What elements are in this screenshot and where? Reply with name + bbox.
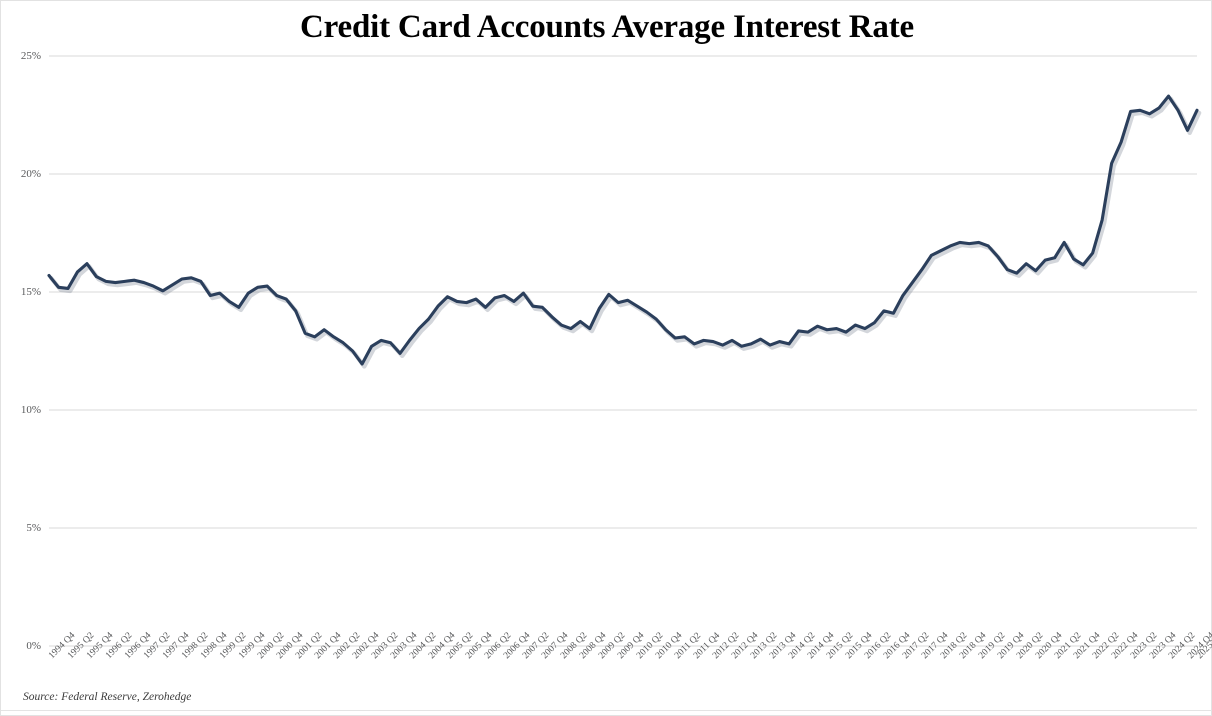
y-axis-tick-label: 15%: [20, 286, 41, 298]
source-note: Source: Federal Reserve, Zerohedge: [23, 691, 192, 703]
series-group: [47, 94, 1202, 369]
gridline-group: [49, 55, 1197, 647]
page-title: Credit Card Accounts Average Interest Ra…: [300, 9, 914, 45]
bottom-divider: [1, 710, 1212, 711]
series-line-shadow: [49, 96, 1202, 369]
y-axis-tick-label: 20%: [20, 168, 41, 180]
series-line: [47, 94, 1199, 366]
y-axis-tick-label: 10%: [20, 404, 41, 416]
y-axis-tick-label: 25%: [20, 50, 41, 62]
y-axis-tick-label: 0%: [26, 640, 41, 652]
y-axis-tick-label: 5%: [26, 522, 41, 534]
